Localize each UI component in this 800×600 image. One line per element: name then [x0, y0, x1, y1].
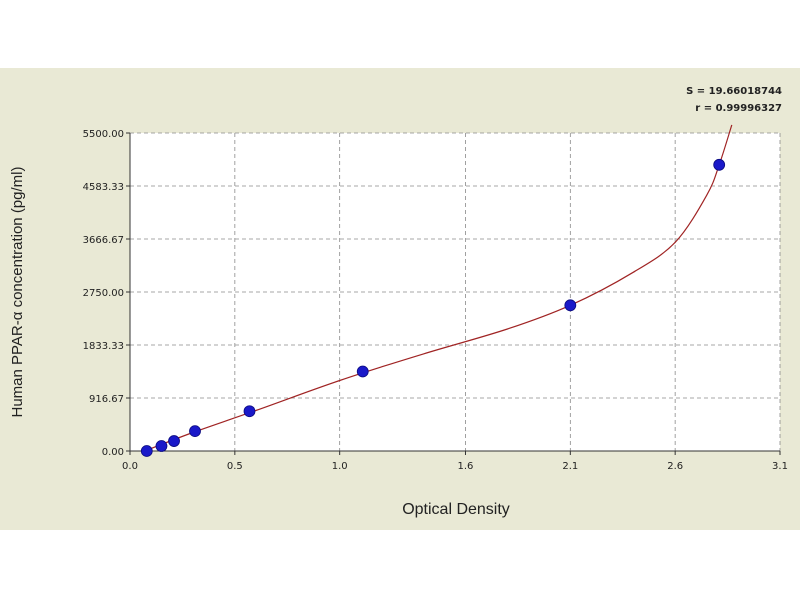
data-point-5: [243, 405, 256, 418]
data-point-1: [140, 445, 153, 457]
y-tick-label: 1833.33: [83, 341, 124, 352]
y-tick-label: 916.67: [89, 394, 124, 405]
data-point-3: [168, 435, 180, 447]
x-tick-label: 0.5: [227, 461, 243, 472]
y-axis-label: Human PPAR-α concentration (pg/ml): [9, 167, 26, 418]
stat-s: S = 19.66018744: [686, 86, 782, 97]
grid-lines: [130, 132, 781, 451]
x-tick-label: 2.6: [667, 461, 683, 472]
x-tick-label: 2.1: [562, 461, 578, 472]
data-point-8: [713, 158, 726, 171]
x-tick-label: 1.6: [458, 461, 474, 472]
y-tick-label: 5500.00: [83, 129, 124, 140]
x-tick-label: 3.1: [772, 461, 788, 472]
y-tick-label: 2750.00: [83, 288, 124, 299]
y-tick-label: 3666.67: [83, 235, 124, 246]
data-point-2: [155, 440, 168, 452]
x-tick-label: 1.0: [332, 461, 348, 472]
data-point-4: [189, 425, 201, 438]
x-tick-labels: 0.0 0.5 1.0 1.6 2.1 2.6 3.1: [122, 451, 788, 472]
data-points: [140, 158, 726, 457]
data-point-7: [564, 299, 577, 312]
x-axis-label: Optical Density: [402, 501, 510, 518]
x-tick-label: 0.0: [122, 461, 138, 472]
stat-r: r = 0.99996327: [695, 103, 782, 114]
y-tick-label: 0.00: [102, 447, 124, 458]
data-point-6: [356, 365, 369, 378]
y-tick-labels: 0.00 916.67 1833.33 2750.00 3666.67 4583.33 55…: [83, 129, 130, 458]
y-tick-label: 4583.33: [83, 182, 124, 193]
